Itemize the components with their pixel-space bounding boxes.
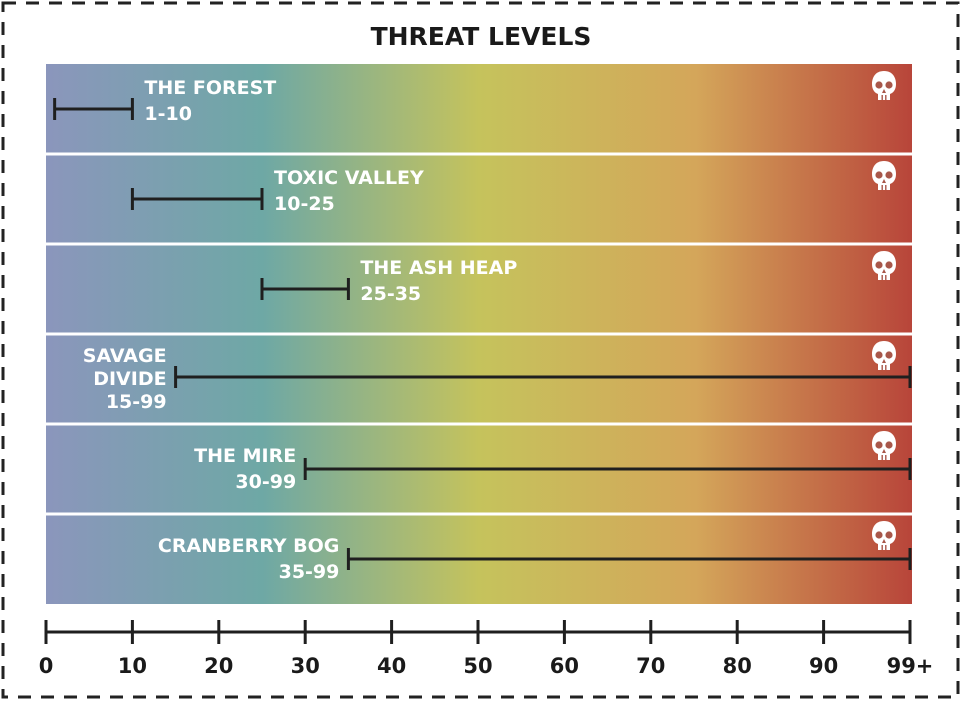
title-background xyxy=(368,8,595,54)
skull-icon xyxy=(872,341,896,370)
row-divider xyxy=(46,422,912,426)
x-tick-label: 0 xyxy=(39,654,54,678)
skull-icon xyxy=(872,431,896,460)
row-range-label: 1-10 xyxy=(144,103,192,125)
x-tick-label: 50 xyxy=(463,654,492,678)
range-bar xyxy=(260,278,350,300)
row-range-label: 15-99 xyxy=(106,391,167,413)
skull-icon xyxy=(872,71,896,100)
x-tick-label: 60 xyxy=(550,654,579,678)
row-name-label: DIVIDE xyxy=(93,368,166,390)
row-range-label: 35-99 xyxy=(279,561,340,583)
row-name-label: TOXIC VALLEY xyxy=(274,167,424,189)
chart-title: THREAT LEVELS xyxy=(371,22,592,51)
row-name-label: CRANBERRY BOG xyxy=(158,535,339,557)
range-bar xyxy=(303,458,912,480)
skull-icon xyxy=(872,521,896,550)
x-tick-label: 70 xyxy=(636,654,665,678)
row-name-label: THE MIRE xyxy=(194,445,296,467)
x-tick-label: 30 xyxy=(291,654,320,678)
x-tick-label: 90 xyxy=(809,654,838,678)
row-divider xyxy=(46,512,912,516)
row-range-label: 25-35 xyxy=(360,283,421,305)
x-tick-label: 10 xyxy=(118,654,147,678)
row-name-label: THE ASH HEAP xyxy=(360,257,517,279)
range-bar xyxy=(53,98,134,120)
row-the-mire: THE MIRE 30-99 xyxy=(46,422,912,493)
range-bar xyxy=(130,188,264,210)
x-tick-label: 40 xyxy=(377,654,406,678)
x-axis: 0 10 20 30 40 50 60 70 80 90 99+ xyxy=(39,620,934,678)
skull-icon xyxy=(872,251,896,280)
row-cranberry-bog: CRANBERRY BOG 35-99 xyxy=(46,512,912,583)
row-divider xyxy=(46,242,912,246)
range-bar xyxy=(346,548,912,570)
row-toxic-valley: TOXIC VALLEY 10-25 xyxy=(46,152,912,215)
row-name-label: THE FOREST xyxy=(144,77,276,99)
skull-icon xyxy=(872,161,896,190)
range-bar xyxy=(174,366,912,388)
x-tick-label: 80 xyxy=(723,654,752,678)
row-range-label: 10-25 xyxy=(274,193,335,215)
x-tick-label: 99+ xyxy=(887,654,934,678)
row-the-forest: THE FOREST 1-10 xyxy=(53,71,896,125)
row-name-label: SAVAGE xyxy=(83,345,167,367)
row-the-ash-heap: THE ASH HEAP 25-35 xyxy=(46,242,912,305)
row-divider xyxy=(46,152,912,156)
x-tick-label: 20 xyxy=(204,654,233,678)
row-range-label: 30-99 xyxy=(235,471,296,493)
row-divider xyxy=(46,332,912,336)
